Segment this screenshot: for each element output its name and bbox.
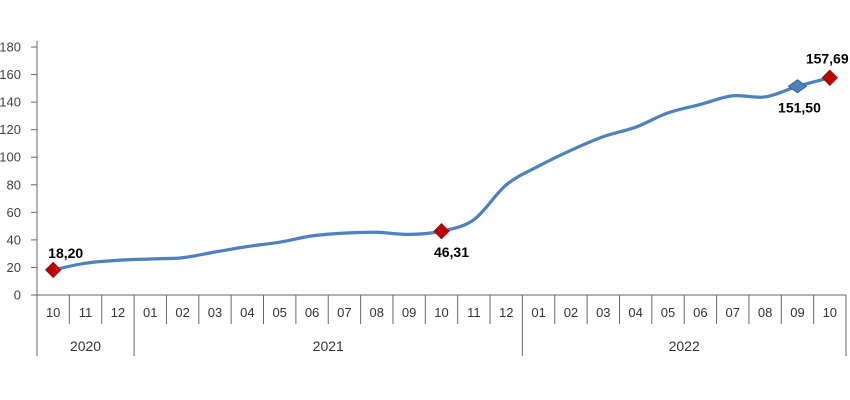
month-label: 12 (111, 305, 125, 320)
month-label: 09 (790, 305, 804, 320)
y-axis-label: 180 (0, 40, 21, 55)
series-line (51, 76, 832, 272)
month-label: 09 (402, 305, 416, 320)
y-axis-label: 20 (7, 260, 21, 275)
month-label: 01 (531, 305, 545, 320)
month-label: 08 (370, 305, 384, 320)
month-label: 03 (208, 305, 222, 320)
y-axis-label: 80 (7, 177, 21, 192)
data-point-marker (821, 69, 839, 86)
data-point-label: 18,20 (48, 245, 83, 261)
month-label: 02 (175, 305, 189, 320)
month-label: 10 (823, 305, 837, 320)
month-label: 03 (596, 305, 610, 320)
month-label: 04 (628, 305, 642, 320)
year-label: 2022 (669, 338, 700, 354)
month-label: 06 (305, 305, 319, 320)
month-label: 10 (46, 305, 60, 320)
month-label: 04 (240, 305, 254, 320)
month-label: 02 (564, 305, 578, 320)
y-axis-label: 140 (0, 95, 21, 110)
y-axis-label: 100 (0, 150, 21, 165)
month-label: 11 (79, 305, 93, 320)
month-label: 12 (499, 305, 513, 320)
data-point-marker (787, 79, 808, 94)
y-axis-label: 40 (7, 232, 21, 247)
data-point-label: 151,50 (778, 99, 821, 115)
y-axis-label: 0 (14, 288, 21, 303)
month-label: 06 (693, 305, 707, 320)
month-label: 07 (726, 305, 740, 320)
month-label: 07 (337, 305, 351, 320)
data-point-marker (433, 222, 450, 240)
y-axis-label: 60 (7, 205, 21, 220)
data-point-label: 157,69 (806, 51, 849, 67)
year-label: 2021 (313, 338, 344, 354)
month-label: 10 (434, 305, 448, 320)
month-label: 05 (661, 305, 675, 320)
data-point-marker (44, 261, 62, 279)
month-label: 08 (758, 305, 772, 320)
y-axis-label: 120 (0, 122, 21, 137)
data-point-label: 46,31 (434, 244, 469, 260)
month-label: 05 (272, 305, 286, 320)
y-axis-label: 160 (0, 67, 21, 82)
year-label: 2020 (70, 338, 101, 354)
month-label: 01 (143, 305, 157, 320)
month-label: 11 (467, 305, 481, 320)
